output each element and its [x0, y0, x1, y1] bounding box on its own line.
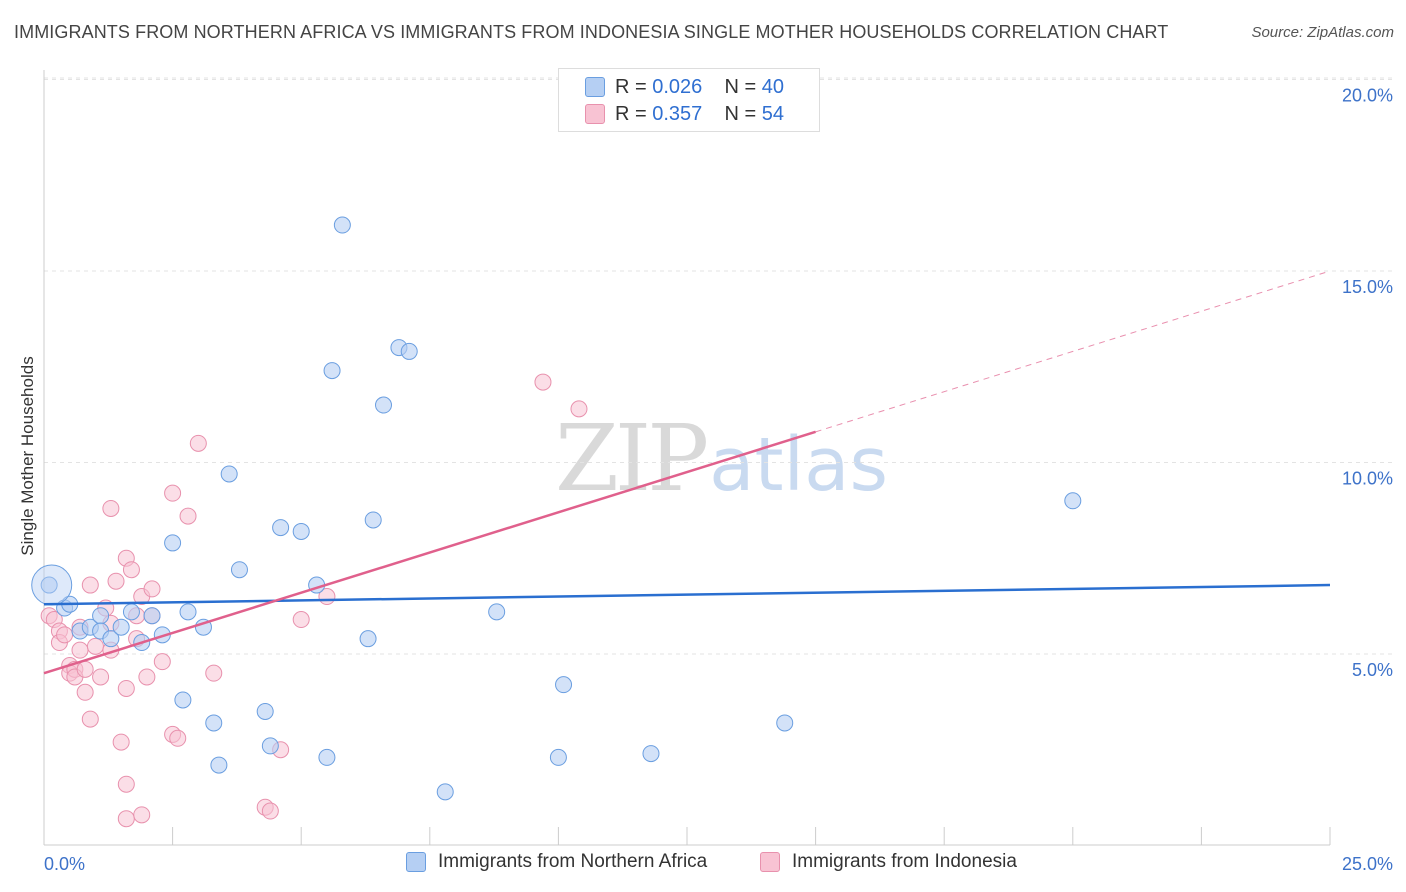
y-tick-label: 20.0% — [1342, 86, 1393, 106]
northern-africa-point — [400, 342, 418, 360]
indonesia-point — [133, 806, 151, 824]
indonesia-point — [143, 580, 161, 598]
legend-n-value: 54 — [761, 102, 785, 125]
series-swatch-pink — [760, 852, 780, 872]
northern-africa-point — [112, 618, 130, 636]
x-tick-label: 25.0% — [1342, 854, 1393, 874]
northern-africa-point — [230, 561, 248, 579]
indonesia-point — [189, 434, 207, 452]
northern-africa-point — [143, 607, 161, 625]
legend-r-label: R = — [615, 102, 647, 125]
indonesia-point — [261, 802, 279, 820]
indonesia-point — [179, 507, 197, 525]
northern-africa-point — [333, 216, 351, 234]
legend-r-value: 0.026 — [652, 75, 703, 98]
northern-africa-point — [261, 737, 279, 755]
northern-africa-point — [776, 714, 794, 732]
indonesia-trendline — [43, 430, 816, 675]
indonesia-point — [117, 679, 135, 697]
indonesia-point — [56, 626, 74, 644]
legend-row-indonesia: R = 0.357 N = 54 — [585, 102, 784, 126]
northern-africa-point — [220, 465, 238, 483]
series-legend-northern-africa: Immigrants from Northern Africa — [406, 851, 707, 873]
northern-africa-point — [642, 745, 660, 763]
series-legend-label: Immigrants from Northern Africa — [438, 851, 708, 872]
chart-title: IMMIGRANTS FROM NORTHERN AFRICA VS IMMIG… — [14, 22, 1169, 42]
indonesia-point — [205, 664, 223, 682]
legend-swatch-pink — [585, 104, 605, 124]
northern-africa-point — [364, 511, 382, 529]
indonesia-point — [292, 611, 310, 629]
northern-africa-point — [359, 630, 377, 648]
indonesia-point — [153, 653, 171, 671]
northern-africa-point — [40, 576, 58, 594]
series-swatch-blue — [406, 852, 426, 872]
correlation-legend: R = 0.026 N = 40 R = 0.357 N = 54 — [558, 68, 820, 132]
indonesia-point — [76, 660, 94, 678]
northern-africa-point — [488, 603, 506, 621]
northern-africa-point — [555, 676, 573, 694]
northern-africa-point — [272, 519, 290, 537]
northern-africa-point — [292, 522, 310, 540]
indonesia-point — [86, 637, 104, 655]
northern-africa-point — [122, 603, 140, 621]
source-label: Source: ZipAtlas.com — [1251, 24, 1394, 41]
indonesia-point — [117, 775, 135, 793]
northern-africa-point — [102, 630, 120, 648]
indonesia-point — [92, 668, 110, 686]
northern-africa-point — [1064, 492, 1082, 510]
indonesia-point — [164, 484, 182, 502]
northern-africa-point — [210, 756, 228, 774]
indonesia-point — [107, 572, 125, 590]
y-tick-label: 5.0% — [1352, 660, 1393, 680]
indonesia-point — [112, 733, 130, 751]
x-tick-label: 0.0% — [44, 854, 85, 874]
northern-africa-point — [436, 783, 454, 801]
northern-africa-point — [164, 534, 182, 552]
indonesia-point — [534, 373, 552, 391]
northern-africa-point — [323, 362, 341, 380]
watermark-zip: ZIP — [555, 405, 709, 512]
legend-n-value: 40 — [761, 75, 785, 98]
indonesia-point — [122, 561, 140, 579]
y-tick-label: 10.0% — [1342, 469, 1393, 489]
legend-n-label: N = — [724, 75, 757, 98]
indonesia-point — [570, 400, 588, 418]
northern-africa-point — [256, 702, 274, 720]
indonesia-point — [169, 729, 187, 747]
series-legend-indonesia: Immigrants from Indonesia — [760, 851, 1017, 873]
indonesia-point — [117, 810, 135, 828]
indonesia-point — [81, 576, 99, 594]
indonesia-point — [81, 710, 99, 728]
northern-africa-point — [179, 603, 197, 621]
northern-africa-trendline — [43, 583, 1331, 606]
northern-africa-point — [205, 714, 223, 732]
y-tick-label: 15.0% — [1342, 277, 1393, 297]
indonesia-point — [71, 641, 89, 659]
indonesia-trendline-extension — [815, 270, 1331, 433]
zipatlas-watermark: ZIPatlas — [555, 405, 888, 512]
northern-africa-point — [174, 691, 192, 709]
indonesia-point — [138, 668, 156, 686]
legend-row-northern-africa: R = 0.026 N = 40 — [585, 75, 784, 99]
legend-r-label: R = — [615, 75, 647, 98]
series-legend-label: Immigrants from Indonesia — [792, 851, 1017, 872]
northern-africa-cluster-point — [31, 564, 73, 606]
series-legend: Immigrants from Northern Africa Immigran… — [0, 851, 1406, 877]
legend-r-value: 0.357 — [652, 102, 703, 125]
northern-africa-point — [549, 748, 567, 766]
indonesia-point — [102, 499, 120, 517]
northern-africa-point — [318, 748, 336, 766]
legend-n-label: N = — [724, 102, 757, 125]
indonesia-point — [76, 683, 94, 701]
northern-africa-point — [375, 396, 393, 414]
northern-africa-point — [92, 607, 110, 625]
legend-swatch-blue — [585, 77, 605, 97]
